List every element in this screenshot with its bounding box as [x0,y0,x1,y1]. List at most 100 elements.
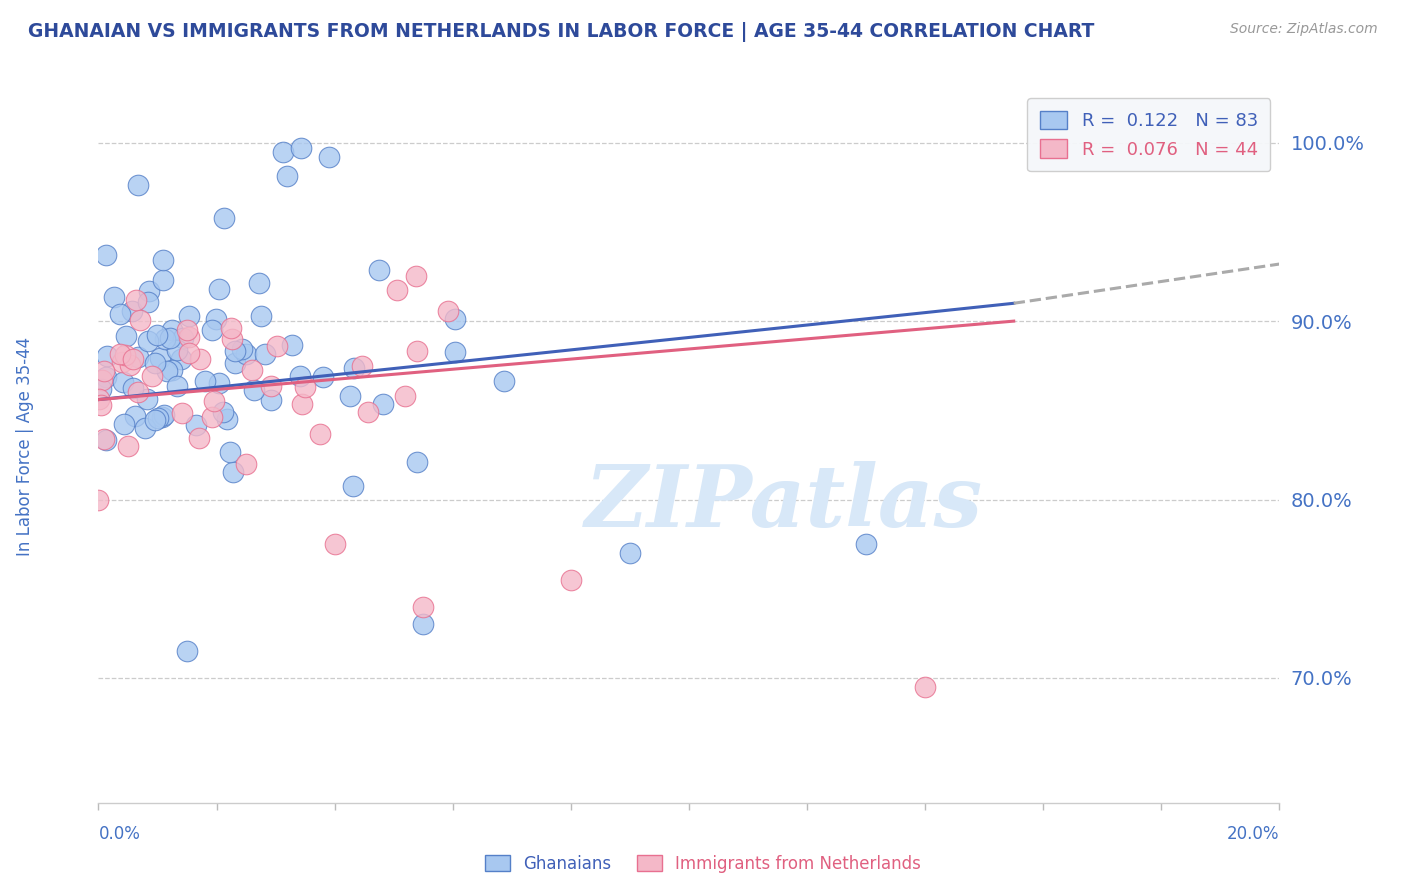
Point [394,389,416,403]
Point [242,362,264,376]
Point [290,140,312,154]
Point [387,283,409,297]
Point [111,355,134,369]
Point [212,405,235,419]
Point [218,445,240,459]
Point [208,376,231,391]
Point [260,378,283,392]
Point [855,537,877,551]
Point [222,466,245,480]
Point [108,347,131,361]
Point [115,328,138,343]
Point [89,392,111,406]
Point [318,150,340,164]
Point [188,352,211,367]
Point [103,290,125,304]
Point [138,284,160,298]
Point [201,323,224,337]
Point [177,309,200,323]
Point [112,417,135,431]
Point [342,479,364,493]
Point [136,334,159,348]
Point [271,145,294,160]
Point [219,321,242,335]
Point [150,410,173,425]
Point [406,343,429,358]
Point [135,392,157,406]
Point [212,211,235,226]
Text: In Labor Force | Age 35-44: In Labor Force | Age 35-44 [17,336,34,556]
Point [288,369,311,384]
Point [111,376,134,390]
Point [291,397,314,411]
Point [96,248,118,262]
Point [254,347,277,361]
Point [412,599,434,614]
Point [221,332,243,346]
Point [323,537,346,551]
Point [145,327,167,342]
Point [134,420,156,434]
Point [127,178,149,192]
Point [235,457,257,471]
Point [201,410,224,425]
Point [169,352,191,367]
Point [235,347,257,361]
Point [367,263,389,277]
Point [90,398,112,412]
Point [914,680,936,694]
Point [202,394,225,409]
Point [444,345,467,359]
Point [166,379,188,393]
Point [114,348,136,362]
Point [294,379,316,393]
Point [177,346,200,360]
Point [152,273,174,287]
Point [156,364,179,378]
Point [371,397,394,411]
Point [124,409,146,423]
Point [437,304,460,318]
Point [96,433,118,447]
Point [312,370,335,384]
Point [141,368,163,383]
Legend: R =  0.122   N = 83, R =  0.076   N = 44: R = 0.122 N = 83, R = 0.076 N = 44 [1028,98,1271,171]
Point [179,330,201,344]
Point [205,312,228,326]
Point [276,169,298,184]
Point [208,282,231,296]
Point [224,343,246,358]
Point [188,431,211,445]
Text: ZIPatlas: ZIPatlas [585,461,983,545]
Point [90,373,112,387]
Point [159,330,181,344]
Point [176,644,198,658]
Point [339,389,361,403]
Point [117,439,139,453]
Point [444,312,467,326]
Point [260,392,283,407]
Point [152,252,174,267]
Point [166,343,188,357]
Point [145,413,167,427]
Point [412,617,434,632]
Point [352,359,374,373]
Text: Source: ZipAtlas.com: Source: ZipAtlas.com [1230,22,1378,37]
Point [176,323,198,337]
Point [172,331,194,345]
Point [118,359,141,373]
Point [155,332,177,346]
Point [357,405,380,419]
Point [149,351,172,366]
Point [170,406,193,420]
Point [127,350,149,364]
Point [108,307,131,321]
Point [249,309,271,323]
Point [160,363,183,377]
Point [231,342,253,356]
Point [406,455,429,469]
Point [194,374,217,388]
Point [121,352,143,367]
Text: 0.0%: 0.0% [98,825,141,843]
Point [224,355,246,369]
